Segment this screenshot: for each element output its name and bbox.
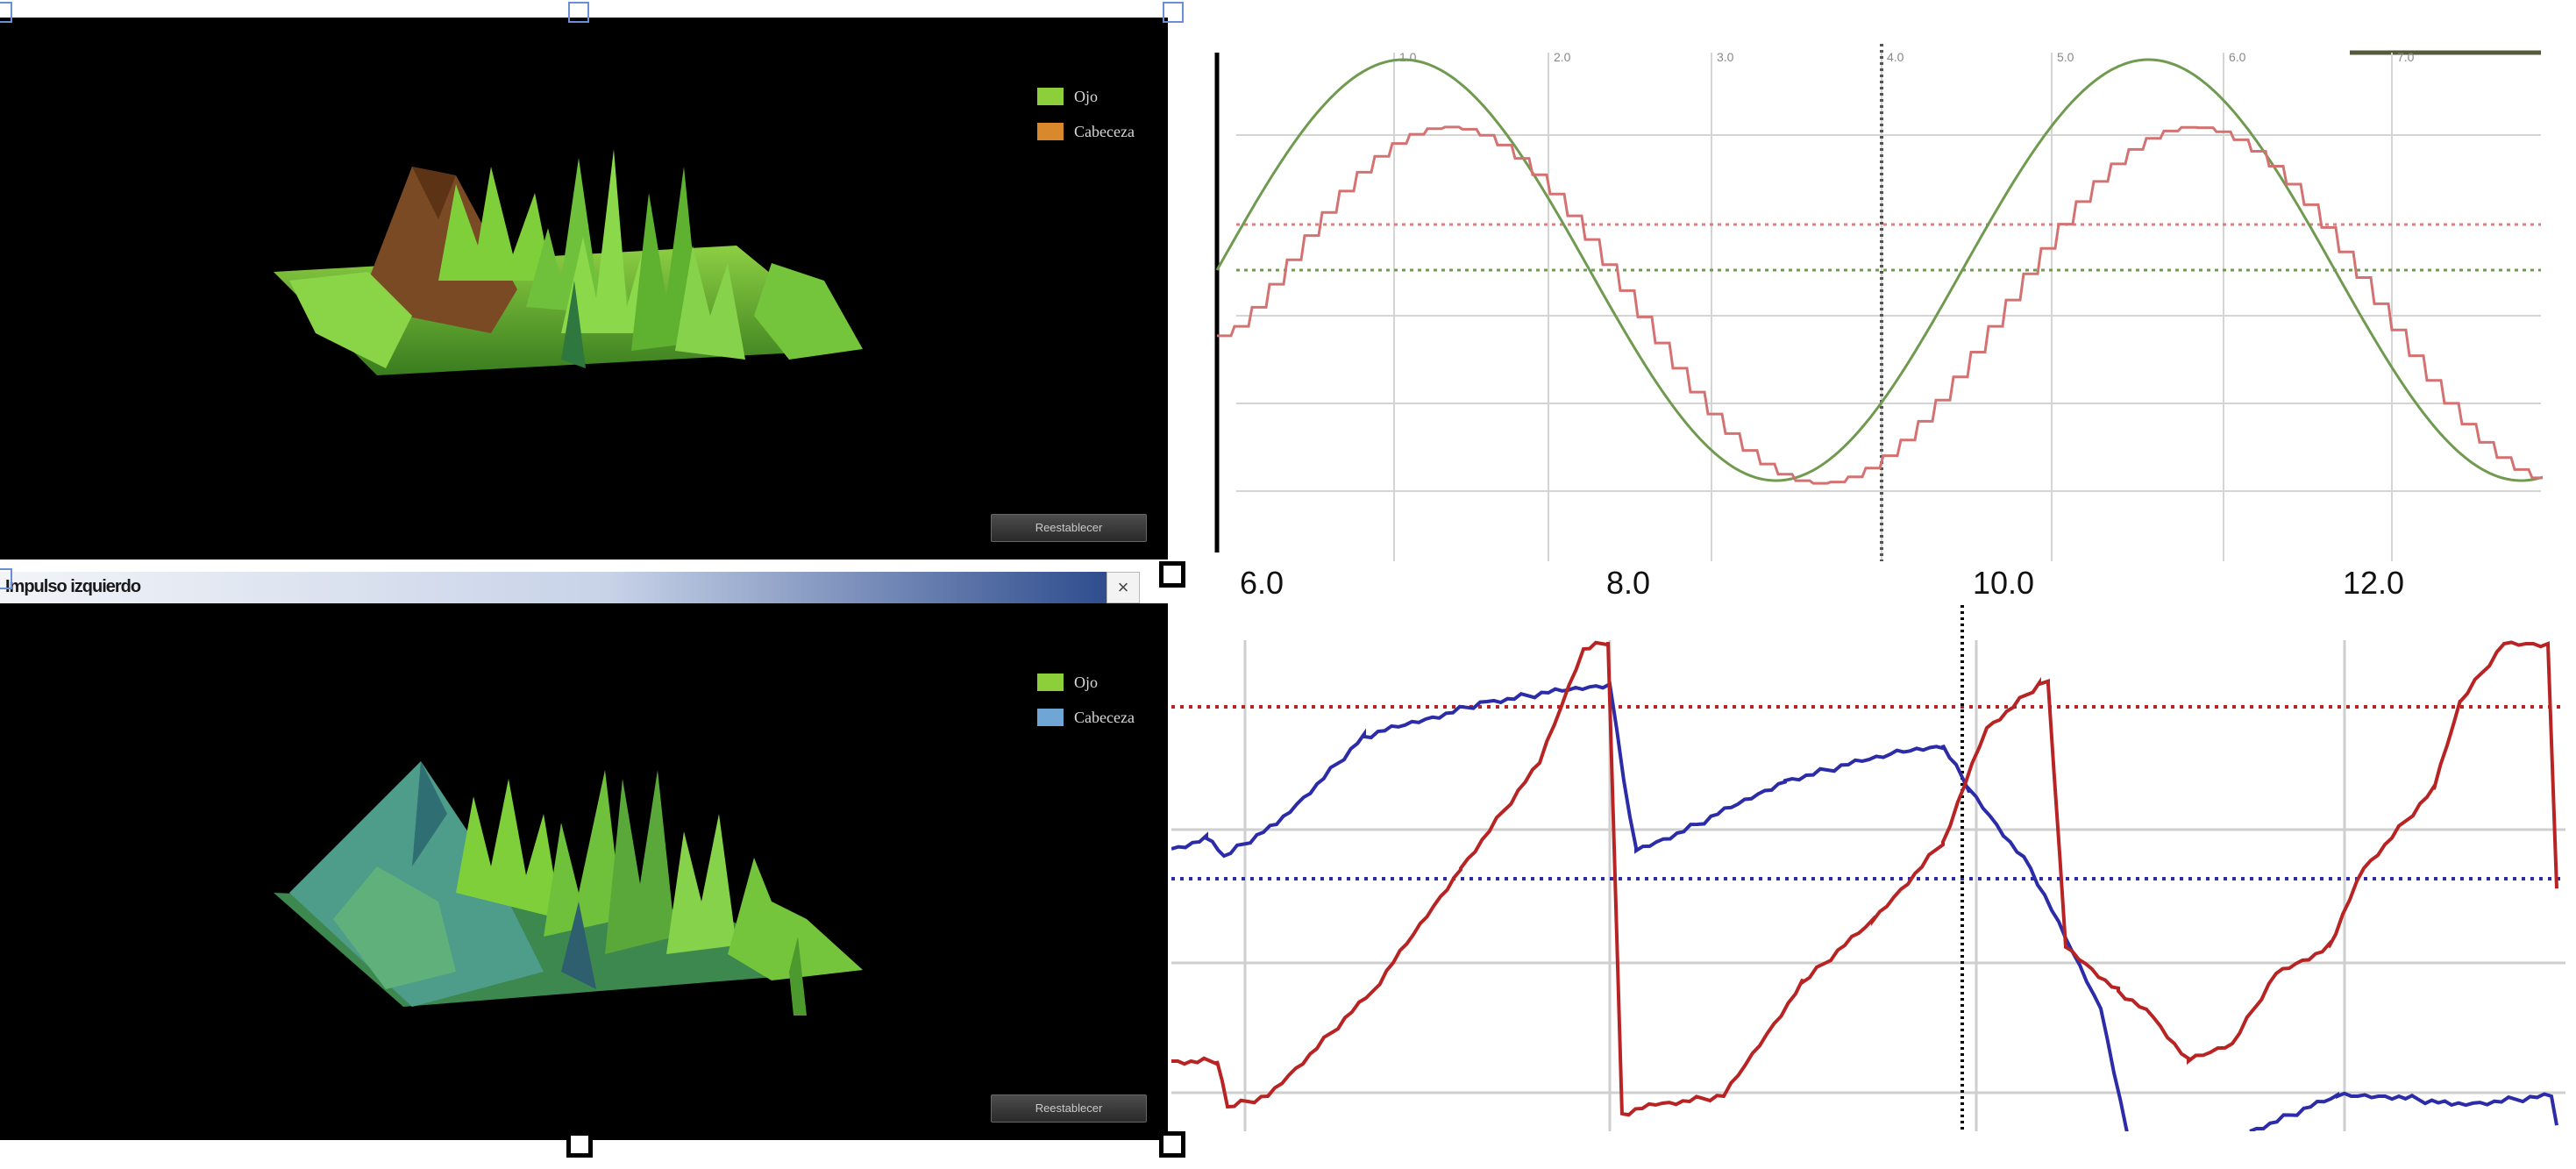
resize-handle-top-right[interactable] [1163,2,1184,23]
legend-item-cabeceza: Cabeceza [1037,114,1135,149]
resize-handle-bottom-center[interactable] [566,1131,593,1158]
sawtooth-chart-bottom [1171,605,2565,1131]
red-signal-line [1171,640,2558,1117]
legend-label-ojo: Ojo [1074,88,1099,105]
3d-surface-top [274,149,863,375]
top-tick-label: 7.0 [2397,50,2415,64]
legend-swatch-cabeceza-bottom [1037,709,1064,726]
reset-button-top[interactable]: Reestablecer [991,514,1147,542]
resize-handle-top-center[interactable] [568,2,589,23]
slow-signal-line [1217,125,2543,485]
close-button[interactable]: × [1107,572,1140,603]
waveform-chart-top: 1.0 2.0 3.0 4.0 5.0 6.0 7.0 [1214,44,2543,561]
resize-handle-bottom-right[interactable] [1159,1131,1185,1158]
x-tick-label-1: 8.0 [1606,565,1651,601]
legend-label-cabeceza-bottom: Cabeceza [1074,709,1135,726]
top-tick-label: 4.0 [1887,50,1904,64]
legend-item-ojo-bottom: Ojo [1037,665,1135,700]
legend-item-ojo: Ojo [1037,79,1135,114]
legend-bottom: Ojo Cabeceza [1037,665,1135,735]
3d-view-bottom[interactable]: Ojo Cabeceza Reestablecer [0,603,1168,1140]
x-tick-label-3: 12.0 [2343,565,2405,601]
legend-swatch-ojo-bottom [1037,674,1064,691]
legend-swatch-cabeceza [1037,123,1064,140]
legend-top: Ojo Cabeceza [1037,79,1135,149]
reset-button-bottom[interactable]: Reestablecer [991,1094,1147,1123]
3d-view-top[interactable]: Ojo Cabeceza Reestablecer [0,18,1168,560]
fast-signal-line [1215,58,2543,482]
top-tick-label: 5.0 [2057,50,2074,64]
3d-surface-bottom [274,761,863,1016]
x-tick-label-0: 6.0 [1240,565,1284,601]
resize-handle-middle-left[interactable] [0,568,12,589]
legend-label-ojo-bottom: Ojo [1074,674,1099,691]
top-tick-label: 3.0 [1717,50,1734,64]
legend-label-cabeceza: Cabeceza [1074,123,1135,140]
x-tick-label-2: 10.0 [1973,565,2035,601]
legend-item-cabeceza-bottom: Cabeceza [1037,700,1135,735]
window-title: Impulso izquierdo [5,577,141,596]
legend-swatch-ojo [1037,88,1064,105]
window-title-bar[interactable]: Impulso izquierdo [0,572,1107,604]
chart-bottom-grid [1171,640,2565,1131]
top-tick-label: 6.0 [2229,50,2246,64]
top-tick-label: 2.0 [1554,50,1571,64]
chart-top-tick-labels: 1.0 2.0 3.0 4.0 5.0 6.0 7.0 [1399,50,2415,64]
top-tick-label: 1.0 [1399,50,1417,64]
resize-handle-top-left[interactable] [0,2,12,23]
resize-handle-middle-right[interactable] [1159,561,1185,588]
blue-signal-line [1171,681,2558,1131]
